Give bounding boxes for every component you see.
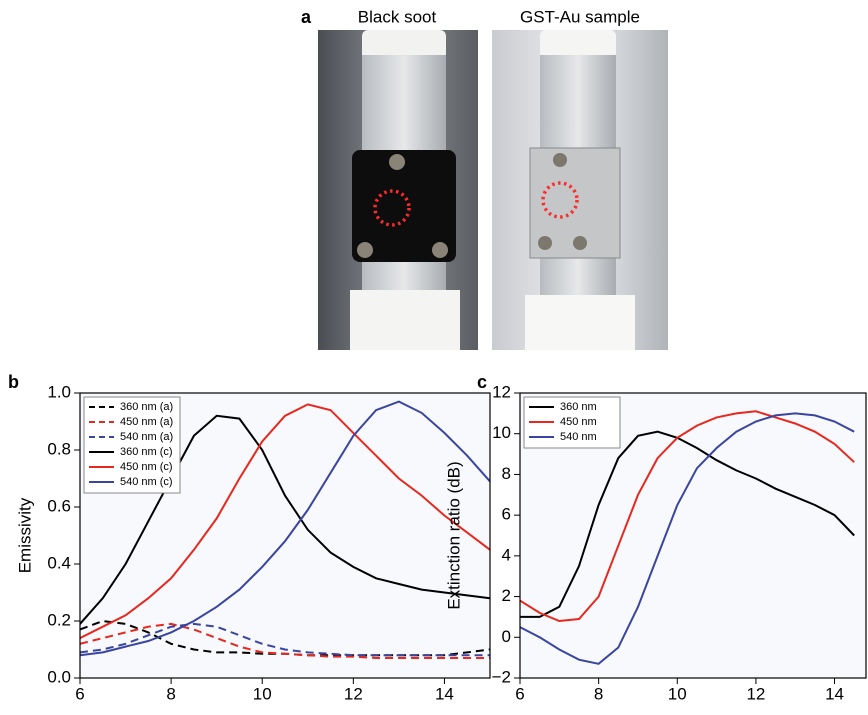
y-tick-label: 2: [502, 586, 511, 605]
x-tick-label: 8: [594, 684, 603, 703]
x-tick-label: 6: [75, 684, 84, 703]
legend-label: 450 nm (c): [120, 461, 173, 473]
plot-frame: [79, 392, 491, 679]
photo-gst-au: [492, 30, 668, 350]
series-line: [80, 403, 490, 639]
y-axis-label: Emissivity: [15, 497, 34, 573]
x-tick-label: 14: [825, 684, 844, 703]
x-tick-label: 8: [166, 684, 175, 703]
legend-label: 450 nm (a): [120, 416, 173, 428]
y-tick-label: −2: [492, 667, 511, 686]
y-tick-label: 0.0: [47, 667, 71, 686]
y-tick-label: 10: [492, 423, 511, 442]
y-tick-label: 4: [502, 545, 511, 564]
x-tick-label: 6: [515, 684, 524, 703]
photo-black-soot: [318, 30, 478, 350]
series-line: [520, 430, 855, 618]
series-line: [520, 412, 855, 665]
panel-label: c: [477, 372, 487, 392]
y-tick-label: 0.4: [47, 553, 71, 572]
legend-label: 450 nm: [560, 416, 597, 428]
legend-label: 540 nm: [560, 431, 597, 443]
x-tick-label: 10: [253, 684, 272, 703]
legend-label: 540 nm (a): [120, 431, 173, 443]
photo-caption: GST-Au sample: [520, 7, 640, 26]
x-tick-label: 10: [668, 684, 687, 703]
y-tick-label: 0.8: [47, 439, 71, 458]
y-tick-label: 1.0: [47, 382, 71, 401]
y-tick-label: 6: [502, 505, 511, 524]
legend-box: [83, 396, 181, 494]
legend-label: 360 nm (c): [120, 446, 173, 458]
series-line: [80, 622, 490, 659]
y-tick-label: 0.2: [47, 610, 71, 629]
y-tick-label: 0: [502, 627, 511, 646]
series-line: [80, 400, 490, 657]
x-tick-label: 14: [435, 684, 454, 703]
legend-label: 540 nm (c): [120, 476, 173, 488]
series-line: [80, 414, 490, 625]
y-tick-label: 12: [492, 382, 511, 401]
y-tick-label: 8: [502, 464, 511, 483]
panel-label: b: [8, 372, 19, 392]
y-tick-label: 0.6: [47, 496, 71, 515]
photo-caption: Black soot: [358, 7, 437, 26]
x-tick-label: 12: [746, 684, 765, 703]
plot-frame: [519, 392, 867, 679]
y-axis-label: Extinction ratio (dB): [444, 461, 463, 609]
legend-label: 360 nm: [560, 401, 597, 413]
series-line: [520, 410, 855, 623]
series-line: [80, 622, 490, 657]
panel-label: a: [301, 7, 312, 27]
x-tick-label: 12: [344, 684, 363, 703]
legend-label: 360 nm (a): [120, 401, 173, 413]
